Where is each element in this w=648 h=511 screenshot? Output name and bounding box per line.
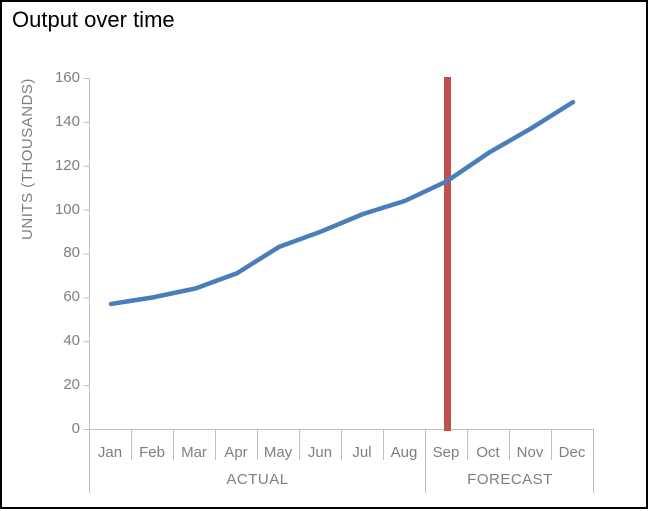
y-tick-label: 40 xyxy=(63,332,80,349)
y-tick-label: 120 xyxy=(54,157,80,174)
x-tick-label-dec: Dec xyxy=(558,444,586,461)
data-line-output xyxy=(108,99,576,307)
y-tick-label: 140 xyxy=(54,113,80,130)
x-tick-label-nov: Nov xyxy=(516,444,544,461)
y-tick-label: 160 xyxy=(54,69,80,86)
y-tick-label: 0 xyxy=(71,420,80,437)
x-tick-label-oct: Oct xyxy=(476,444,500,461)
x-tick-label-jan: Jan xyxy=(97,444,123,461)
chart-title: Output over time xyxy=(12,7,175,32)
x-tick-label-jun: Jun xyxy=(307,444,333,461)
y-tick-label: 60 xyxy=(63,288,80,305)
x-tick-label-feb: Feb xyxy=(139,444,165,461)
x-tick-label-mar: Mar xyxy=(181,444,207,461)
y-tick-label: 20 xyxy=(63,376,80,393)
x-tick-label-may: May xyxy=(263,444,293,461)
group-label-forecast: FORECAST xyxy=(467,471,553,488)
x-tick-label-apr: Apr xyxy=(224,444,248,461)
y-tick-label: 100 xyxy=(54,201,80,218)
x-tick-label-aug: Aug xyxy=(390,444,418,461)
x-tick-label-sep: Sep xyxy=(432,444,460,461)
group-label-actual: ACTUAL xyxy=(226,471,289,488)
y-tick-label: 80 xyxy=(63,244,80,261)
x-tick-label-jul: Jul xyxy=(352,444,372,461)
